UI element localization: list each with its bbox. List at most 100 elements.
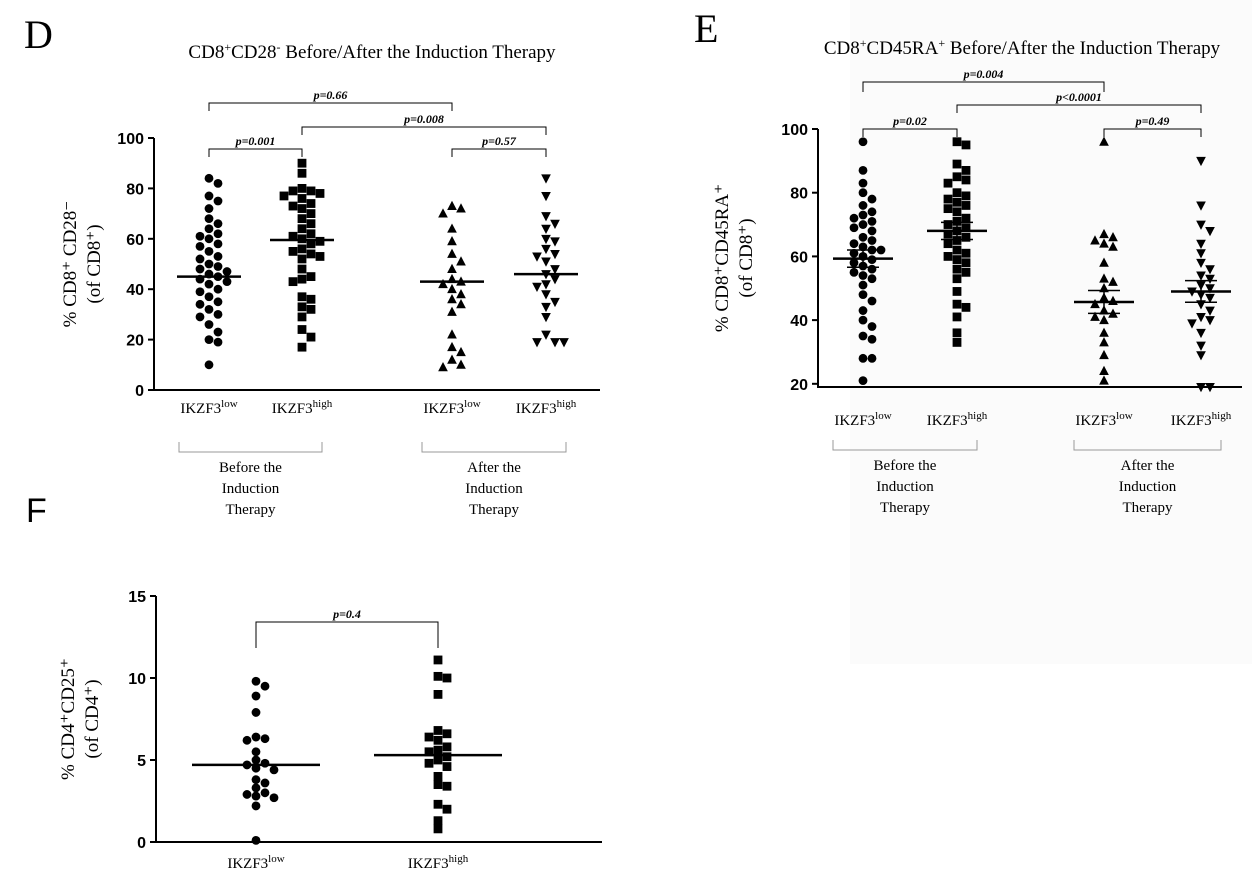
data-point [550,297,560,308]
data-point [433,655,443,665]
data-point [1205,316,1215,326]
data-point [1108,276,1118,286]
data-point [297,325,307,334]
data-point [297,234,307,244]
data-point [195,312,205,322]
data-point [1099,349,1109,360]
data-point [288,231,298,241]
data-point [1099,375,1109,385]
y-tick-label: 80 [790,186,808,203]
data-point [952,287,962,296]
data-point [1099,365,1109,376]
data-point [442,742,452,752]
data-point [1205,284,1215,294]
data-point [1196,249,1206,259]
data-point [213,327,223,337]
data-point [1108,295,1118,305]
data-point [541,312,551,323]
data-point [204,304,214,314]
data-point [433,745,443,755]
data-point [315,236,325,246]
data-point [279,191,289,201]
data-point [204,259,214,269]
data-point [447,329,457,339]
group-label-line: Before the [874,458,937,474]
data-point [952,255,962,264]
data-point [952,188,962,198]
category-label-low: IKZF3low [180,398,237,417]
data-point [1099,257,1109,267]
y-tick-label: 20 [790,377,808,394]
data-point [447,294,457,304]
data-point [943,204,953,214]
data-point [1090,235,1100,245]
chart-f-svg: F 0 5 10 15 % CD4⁺CD25⁺ (of CD4⁺) IKZF3low IKZF3… [26,492,602,872]
y-axis-label-line1: % CD4⁺CD25⁺ [58,658,79,780]
data-point [288,277,298,287]
data-point [288,201,298,211]
panel-letter: F [26,492,47,530]
data-point [867,334,877,344]
data-point [456,359,466,369]
data-point [251,783,261,793]
data-point [288,247,298,256]
data-point [952,207,962,217]
category-label-high: IKZF3high [408,853,469,872]
data-point [867,264,877,274]
y-axis-label-line1: % CD8⁺CD45RA⁺ [712,184,733,332]
data-point [306,332,316,342]
group-bracket [1073,440,1222,451]
data-point [297,342,307,352]
y-tick-label: 40 [790,313,808,330]
y-axis-label-line2: (of CD4⁺) [82,679,103,758]
data-point [297,158,307,168]
series-triangle-up [420,200,484,372]
data-point [306,294,316,304]
data-point [447,306,457,316]
data-point [438,362,448,372]
y-axis-label-line1: % CD8⁺ CD28⁻ [60,201,81,328]
data-point [1108,232,1118,242]
data-point [1196,201,1206,211]
data-point [195,287,205,297]
comparison-0-p-value: p=0.4 [332,607,361,621]
data-point [952,216,962,226]
series-square [927,137,987,347]
data-point [433,816,443,826]
data-point [306,186,316,196]
data-point [456,203,466,213]
data-point [867,194,877,204]
data-point [858,331,868,341]
data-point [952,197,962,207]
y-axis-label: % CD8⁺CD45RA⁺ (of CD8⁺) [712,184,757,332]
series-square [270,158,334,352]
data-point [952,312,962,322]
data-point [456,299,466,309]
data-point [1205,265,1215,275]
data-point [858,376,868,386]
data-point [1196,351,1206,361]
y-tick-label: 5 [137,753,146,770]
data-point [447,248,457,258]
data-point [943,220,953,229]
data-point [204,214,214,224]
data-point [251,676,261,686]
data-point [1090,311,1100,321]
y-axis-line [155,596,602,843]
data-point [943,252,953,261]
series-triangle-down [514,174,578,348]
data-point [952,137,962,147]
comparison-1-p-value: p=0.49 [1135,114,1170,128]
data-point [541,234,551,245]
data-point [1099,337,1109,347]
data-point [550,265,560,275]
data-point [424,747,434,757]
data-point [213,219,223,229]
y-tick-label: 60 [790,249,808,266]
group-label-line: Induction [1119,479,1177,495]
data-point [1196,239,1206,249]
group-label-line: Therapy [880,500,930,516]
comparison-0-p-value: p=0.001 [235,134,276,148]
comparison-3-bracket [956,104,1202,113]
data-point [447,236,457,246]
